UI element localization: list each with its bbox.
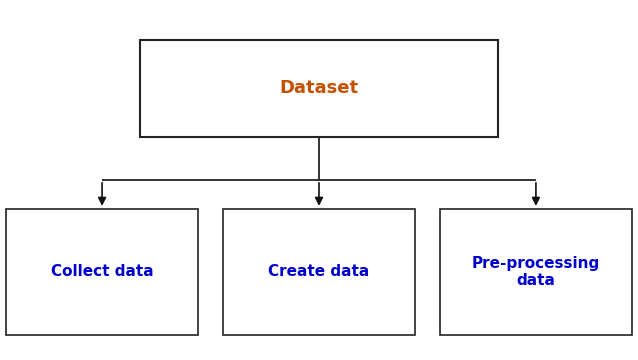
Bar — [223, 209, 415, 335]
Text: Dataset: Dataset — [279, 79, 359, 97]
Text: Collect data: Collect data — [51, 264, 153, 279]
Bar — [6, 209, 198, 335]
Text: Create data: Create data — [269, 264, 369, 279]
Text: Pre-processing
data: Pre-processing data — [471, 256, 600, 288]
Bar — [440, 209, 632, 335]
Bar — [140, 40, 498, 137]
